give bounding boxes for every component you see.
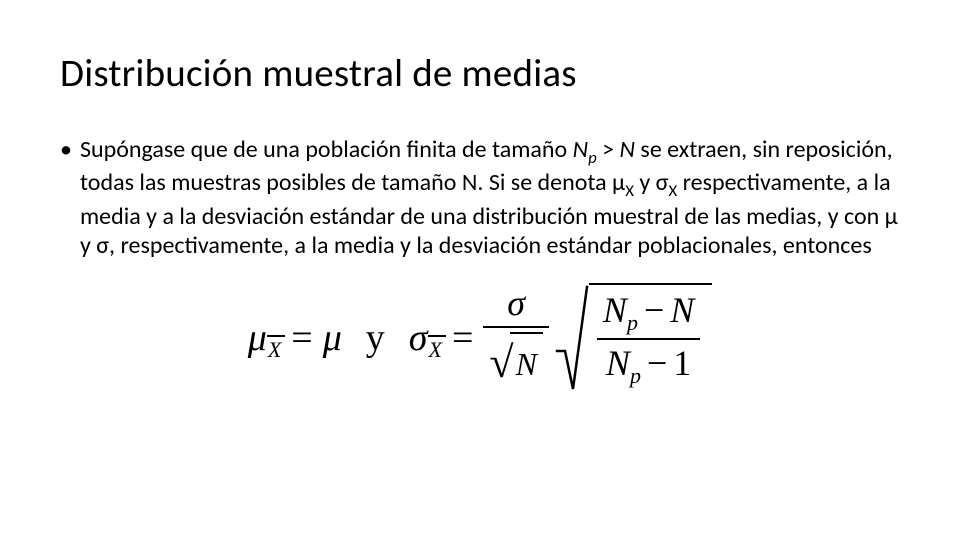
formula-mu-eq: μ X = μ	[248, 313, 342, 363]
slide-body: • Supóngase que de una población finita …	[60, 135, 900, 260]
formula-row: μ X = μ y σ X = σ √	[60, 280, 900, 396]
equals-sign: =	[291, 316, 312, 360]
sqrt-fpc: Np−N Np−1	[555, 283, 712, 393]
formula-sigma-eq: σ X = σ √ N	[409, 280, 712, 396]
sqrt-fpc-content: Np−N Np−1	[589, 283, 712, 393]
sqrt-N-content: N	[510, 332, 543, 394]
bullet-text: Supóngase que de una población finita de…	[80, 135, 900, 260]
big-radical-icon	[555, 283, 589, 393]
sqrt-N: √ N	[489, 332, 543, 394]
fpc-numerator: Np−N	[597, 287, 700, 338]
sigma-symbol: σ	[409, 316, 428, 360]
mu-symbol: μ	[248, 316, 267, 360]
bullet-item: • Supóngase que de una población finita …	[60, 135, 900, 260]
slide-title: Distribución muestral de medias	[60, 50, 900, 97]
xbar-subscript-sigma: X	[429, 337, 442, 363]
sigma-numerator: σ	[501, 280, 531, 326]
sqrtN-denominator: √ N	[483, 328, 549, 396]
xbar-subscript: X	[268, 337, 281, 363]
equals-sign-2: =	[452, 316, 473, 360]
fpc-denominator: Np−1	[600, 340, 697, 391]
mu-rhs: μ	[323, 316, 342, 360]
y-conjunction: y	[366, 316, 385, 360]
bullet-dot: •	[60, 135, 74, 164]
fpc-fraction: Np−N Np−1	[597, 287, 700, 391]
slide: { "title": "Distribución muestral de med…	[0, 0, 960, 540]
sigma-over-sqrtN: σ √ N	[483, 280, 549, 396]
